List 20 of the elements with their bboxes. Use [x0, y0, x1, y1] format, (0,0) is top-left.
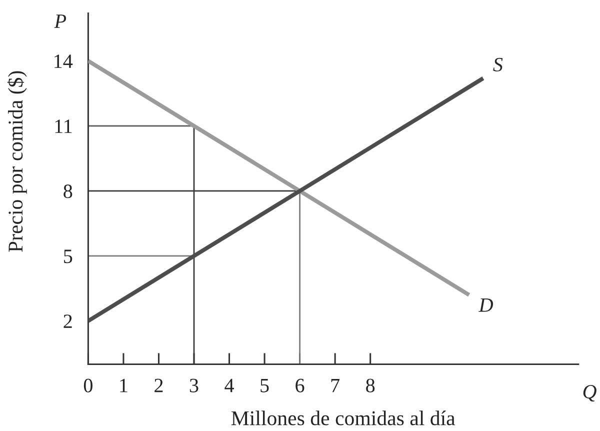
x-tick-label: 7	[331, 378, 340, 392]
y-tick-label: 5	[64, 250, 72, 264]
y-axis-title: Precio por comida ($)	[7, 71, 27, 252]
y-tick-label: 8	[64, 184, 72, 198]
x-tick-label: 2	[154, 378, 163, 392]
x-tick-label: 1	[120, 378, 128, 392]
text: P	[54, 14, 66, 28]
y-tick-label: 2	[64, 314, 72, 328]
y-tick-label: 14	[54, 54, 73, 68]
x-tick-label: 8	[366, 378, 375, 392]
x-tick-label: 4	[224, 378, 234, 392]
x-tick-label: 6	[296, 378, 304, 392]
y-tick-label: 11	[55, 120, 72, 133]
text: Q	[583, 384, 596, 402]
x-tick-label: 3	[190, 378, 198, 392]
x-tick-label: 0	[84, 378, 92, 392]
series-label: D	[478, 298, 494, 312]
x-axis-title: Millones de comidas al día	[231, 410, 456, 426]
series-label: S	[493, 58, 503, 72]
x-tick-label: 5	[260, 378, 269, 392]
